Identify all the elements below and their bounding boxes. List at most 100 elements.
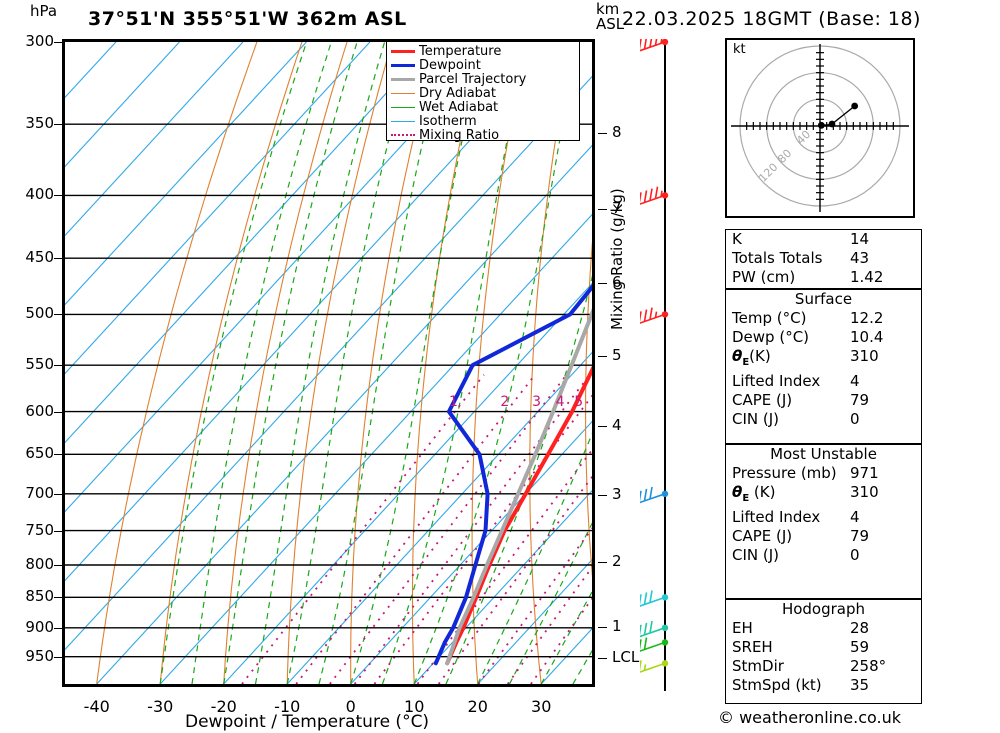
pressure-tick-mark [54, 656, 62, 658]
wind-barb-925 [638, 637, 669, 653]
info-value: 0 [850, 410, 860, 428]
xaxis-title: Dewpoint / Temperature (°C) [185, 712, 430, 732]
info-row: CIN (J) 0 [726, 410, 921, 429]
altitude-unit-km: km [596, 0, 620, 18]
info-key: Lifted Index [732, 508, 821, 526]
pressure-tick-mark [54, 411, 62, 413]
pressure-tick-850: 850 [25, 587, 54, 606]
legend-swatch-icon [391, 92, 415, 94]
pressure-tick-mark [54, 314, 62, 316]
legend-label: Parcel Trajectory [419, 71, 527, 87]
temperature-tick--10: -10 [274, 697, 301, 716]
info-value: 59 [850, 638, 870, 656]
hodograph-unit-label: kt [733, 42, 746, 57]
legend-swatch-icon [391, 120, 415, 122]
info-key: SREH [732, 638, 773, 656]
temperature-tick--20: -20 [210, 697, 237, 716]
info-row: Lifted Index 4 [726, 372, 921, 391]
altitude-tick-2: 2 [612, 551, 622, 570]
info-row: StmSpd (kt) 35 [726, 676, 921, 695]
pressure-tick-mark [54, 597, 62, 599]
hodograph-ring-label-40: 40 [794, 128, 813, 147]
date-title: 22.03.2025 18GMT (Base: 18) [622, 8, 921, 30]
info-row: Totals Totals 43 [726, 249, 921, 268]
legend-swatch-icon [391, 63, 415, 67]
surface-parcel-box: Surface Temp (°C) 12.2 Dewp (°C) 10.4 θE(K) 31… [725, 289, 922, 444]
info-key: Lifted Index [732, 372, 821, 390]
info-key: K [732, 230, 742, 248]
pressure-tick-550: 550 [25, 355, 54, 374]
hodograph-stats-box: Hodograph EH 28 SREH 59 StmDir 258° StmSpd (kt)… [725, 599, 922, 704]
legend-item-wet-adiabat: Wet Adiabat [389, 100, 579, 114]
temperature-tick--40: -40 [83, 697, 110, 716]
pressure-tick-700: 700 [25, 483, 54, 502]
pressure-tick-750: 750 [25, 520, 54, 539]
info-row: CAPE (J) 79 [726, 391, 921, 410]
mixing-ratio-label-4: 4 [555, 393, 565, 410]
info-row: K 14 [726, 230, 921, 249]
altitude-tick-mark [598, 425, 607, 427]
info-value: 310 [850, 483, 879, 501]
info-value: 35 [850, 676, 870, 694]
info-value: 310 [850, 347, 879, 365]
mixing-ratio-label-1: 1 [448, 393, 458, 410]
mixing-ratio-label-2: 2 [500, 393, 510, 410]
skewt-plot-area[interactable] [62, 39, 595, 687]
legend-label: Temperature [419, 43, 502, 59]
stability-indices-box: K 14 Totals Totals 43 PW (cm) 1.42 [725, 229, 922, 289]
wind-barb-850 [638, 590, 669, 608]
info-key: Dewp (°C) [732, 328, 810, 346]
pressure-tick-mark [54, 124, 62, 126]
legend-swatch-icon [391, 106, 415, 108]
pressure-tick-mark [54, 195, 62, 197]
wind-barb-500 [638, 307, 669, 325]
temperature-axis: -40 -30 -20 -10 0 10 20 30 [0, 697, 660, 719]
legend-label: Dewpoint [419, 57, 481, 73]
hodograph-panel[interactable]: kt 40 80 120 [725, 38, 915, 218]
info-row: θE(K) 310 [726, 347, 921, 372]
hodograph-ring-label-120: 120 [756, 161, 780, 185]
altitude-tick-mark [598, 494, 607, 496]
pressure-tick-450: 450 [25, 248, 54, 267]
temperature-tick-20: 20 [467, 697, 488, 716]
legend-label: Isotherm [419, 113, 477, 129]
info-row: PW (cm) 1.42 [726, 268, 921, 287]
info-row: SREH 59 [726, 638, 921, 657]
mixing-ratio-label-5: 5 [574, 393, 584, 410]
altitude-tick-mark [598, 561, 607, 563]
wind-barb-900 [638, 620, 669, 638]
info-value: 971 [850, 464, 879, 482]
altitude-tick-mark [598, 627, 607, 629]
pressure-tick-900: 900 [25, 617, 54, 636]
pressure-axis: 300 350 400 450 500 550 600 650 700 750 800 850 900 9… [0, 0, 62, 733]
info-row: Dewp (°C) 10.4 [726, 328, 921, 347]
altitude-unit-asl: ASL [596, 15, 625, 33]
pressure-tick-500: 500 [25, 304, 54, 323]
pressure-tick-mark [54, 258, 62, 260]
info-key: PW (cm) [732, 268, 796, 286]
pressure-tick-800: 800 [25, 555, 54, 573]
info-key: Pressure (mb) [732, 464, 837, 482]
pressure-tick-350: 350 [25, 114, 54, 133]
info-key: CAPE (J) [732, 527, 793, 545]
altitude-tick-mark [598, 355, 607, 357]
info-value: 4 [850, 508, 860, 526]
lcl-tick-mark [598, 657, 607, 659]
info-row: EH 28 [726, 619, 921, 638]
info-key: Temp (°C) [732, 309, 807, 327]
pressure-tick-mark [54, 627, 62, 629]
altitude-tick-mark [598, 133, 607, 135]
altitude-tick-5: 5 [612, 345, 622, 364]
most-unstable-parcel-box: Most Unstable Pressure (mb) 971 θE (K) 310 Li… [725, 444, 922, 599]
altitude-tick-4: 4 [612, 415, 622, 434]
info-value: 258° [850, 657, 887, 675]
info-value: 0 [850, 546, 860, 564]
legend-item-temperature: Temperature [389, 44, 579, 58]
info-value: 4 [850, 372, 860, 390]
info-value: 1.42 [850, 268, 884, 286]
legend-label: Wet Adiabat [419, 99, 499, 115]
altitude-unit-label: km ASL [596, 2, 624, 32]
info-row: StmDir 258° [726, 657, 921, 676]
legend-item-dewpoint: Dewpoint [389, 58, 579, 72]
altitude-tick-8: 8 [612, 123, 622, 142]
